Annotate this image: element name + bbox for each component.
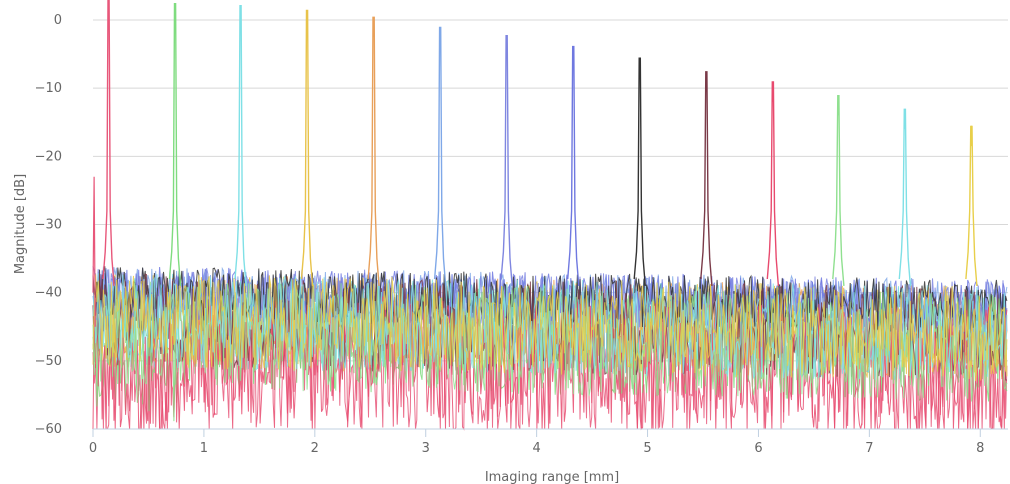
y-tick-label: −50 (35, 354, 62, 369)
series-line (567, 45, 580, 286)
x-tick-label: 0 (89, 441, 97, 456)
series-layer (92, 0, 978, 327)
series-line (700, 71, 713, 286)
y-tick-label: −60 (35, 422, 62, 437)
y-tick-label: −10 (35, 81, 62, 96)
series-line (300, 9, 314, 286)
x-tick-label: 4 (532, 441, 540, 456)
y-tick-label: −30 (35, 218, 62, 233)
series-line (766, 81, 780, 286)
series-line (102, 0, 115, 286)
x-tick-label: 3 (422, 441, 430, 456)
series-line (832, 94, 845, 286)
origin-spike (92, 176, 96, 327)
y-tick-label: −40 (35, 286, 62, 301)
series-line (168, 2, 182, 286)
x-tick-label: 1 (200, 441, 208, 456)
noise-trace (92, 274, 1008, 382)
series-line (965, 125, 978, 286)
noise-trace (92, 279, 1008, 402)
series-line (500, 34, 513, 286)
series-line (234, 4, 247, 286)
x-tick-label: 5 (643, 441, 651, 456)
x-tick-label: 6 (754, 441, 762, 456)
series-line (898, 108, 912, 286)
series-line (633, 57, 646, 286)
x-tick-label: 8 (976, 441, 984, 456)
y-tick-label: −20 (35, 149, 62, 164)
y-axis-title: Magnitude [dB] (13, 174, 28, 274)
axes: 0 −10 −20 −30 −40 −50 −60 0 1 2 3 4 5 6 7 8 (35, 13, 1008, 456)
noise-floor (92, 266, 1008, 431)
x-tick-label: 2 (311, 441, 319, 456)
series-line (433, 26, 447, 286)
x-tick-label: 7 (865, 441, 873, 456)
x-axis-title: Imaging range [mm] (485, 470, 619, 484)
series-line (367, 16, 380, 286)
y-tick-label: 0 (54, 13, 62, 28)
